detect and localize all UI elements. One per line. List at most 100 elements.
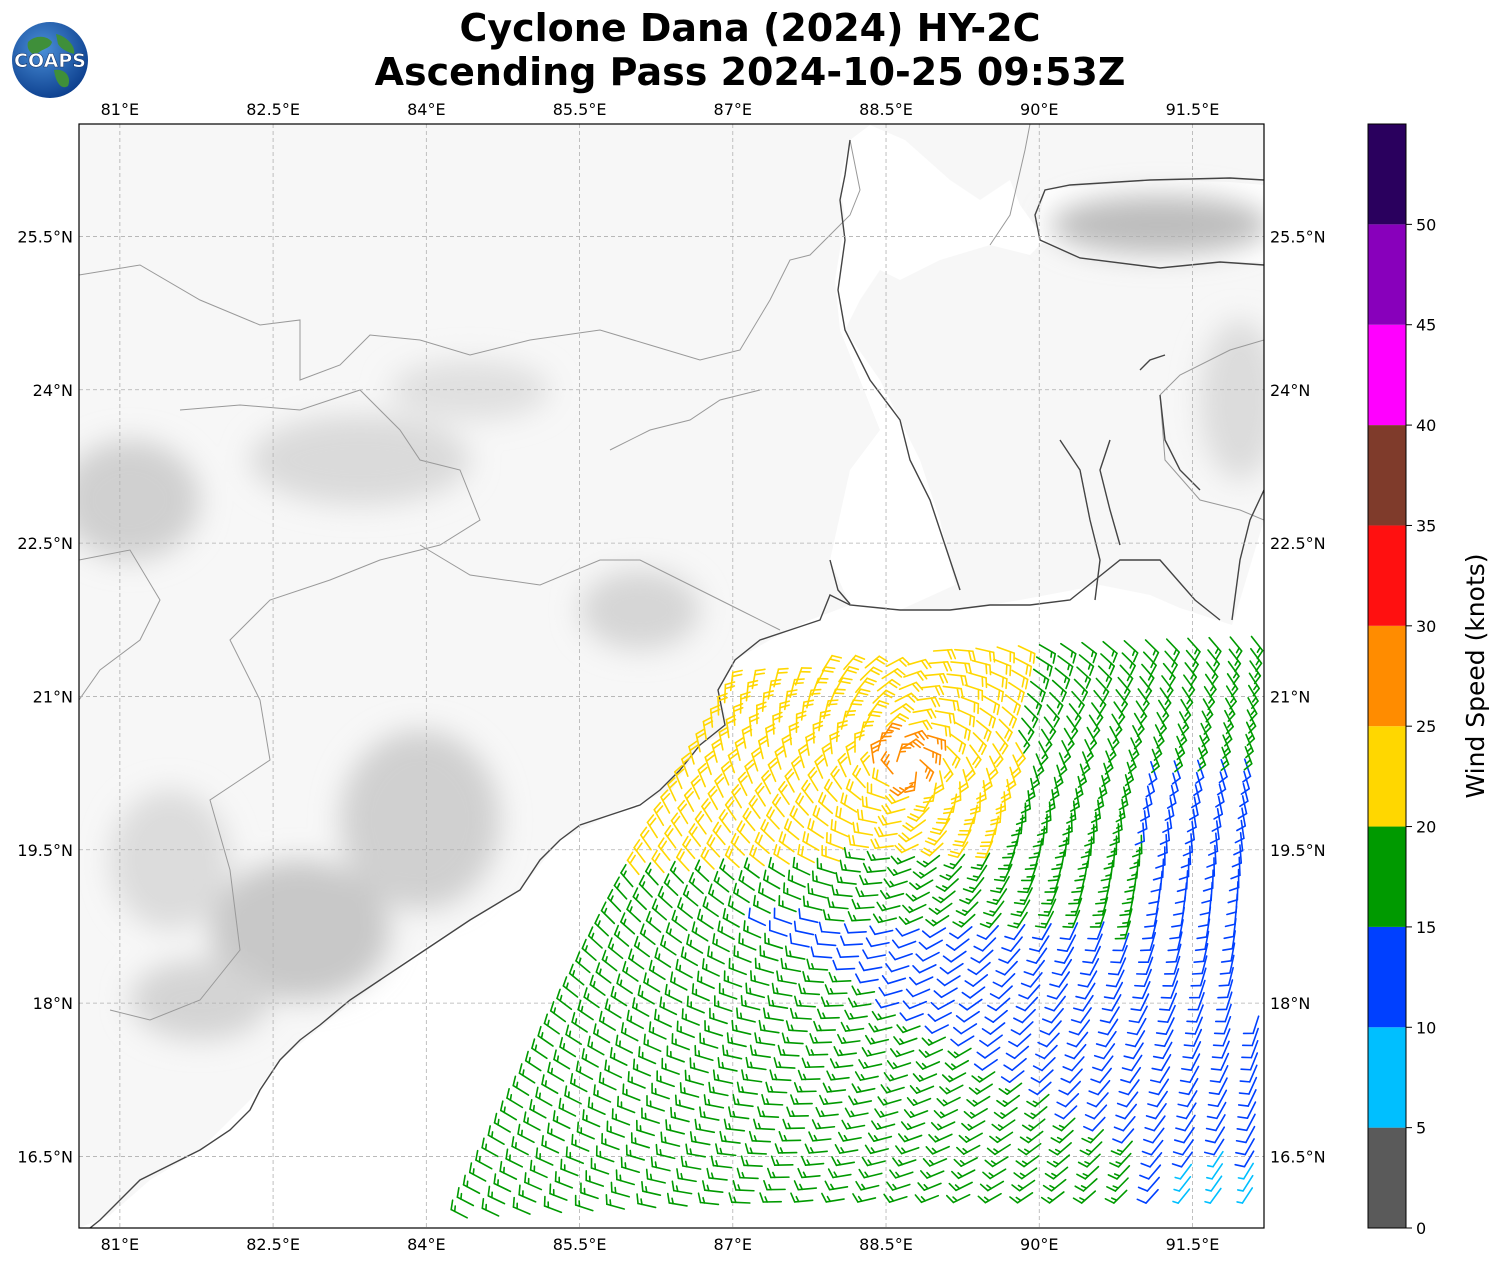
wind-barb xyxy=(1187,637,1201,661)
wind-barb xyxy=(1211,1040,1230,1059)
wind-barb xyxy=(626,1009,644,1030)
wind-barb xyxy=(1237,1162,1254,1180)
wind-barb xyxy=(953,1023,978,1035)
wind-barb xyxy=(973,1058,998,1071)
wind-barb xyxy=(670,1106,690,1123)
wind-barb xyxy=(778,780,790,806)
wind-barb xyxy=(1105,969,1125,988)
wind-barb xyxy=(958,1132,983,1143)
wind-barb xyxy=(601,949,618,972)
wind-barb xyxy=(681,752,692,777)
wind-barb xyxy=(880,750,894,775)
wind-barb xyxy=(797,1069,821,1081)
wind-barb xyxy=(1239,1064,1258,1083)
colorbar-segment xyxy=(1368,1027,1406,1128)
wind-barb xyxy=(643,1033,662,1052)
wind-barb xyxy=(719,858,735,881)
wind-barb xyxy=(499,1160,518,1180)
wind-barb xyxy=(708,1081,729,1097)
wind-barb xyxy=(789,678,805,698)
wind-barb xyxy=(1143,1127,1165,1144)
lon-tick-label-top: 81°E xyxy=(101,100,139,119)
wind-barb xyxy=(907,658,932,670)
lon-tick-label-bottom: 90°E xyxy=(1020,1235,1058,1254)
wind-barb xyxy=(1117,676,1131,701)
wind-barb xyxy=(984,1156,1009,1168)
wind-barb xyxy=(989,985,1013,1000)
colorbar-segment xyxy=(1368,826,1406,927)
wind-barb xyxy=(1035,753,1045,778)
wind-barb xyxy=(971,1071,996,1083)
wind-barb xyxy=(1175,1114,1196,1132)
wind-barb xyxy=(965,756,976,782)
wind-barb xyxy=(792,856,811,876)
wind-barb xyxy=(696,970,715,990)
wind-barb xyxy=(736,1007,756,1023)
wind-barb xyxy=(1048,1142,1072,1156)
wind-barb xyxy=(1139,931,1157,952)
wind-barb xyxy=(1172,1188,1191,1204)
wind-barb xyxy=(1230,856,1241,880)
wind-barb xyxy=(1153,736,1163,761)
wind-barb xyxy=(870,739,881,764)
wind-barb xyxy=(722,1044,743,1060)
wind-barb xyxy=(982,1168,1007,1180)
wind-barb xyxy=(1101,994,1122,1012)
wind-barb xyxy=(814,933,837,947)
wind-barb xyxy=(968,672,988,689)
wind-barb xyxy=(683,787,695,812)
wind-barb xyxy=(1193,942,1209,963)
wind-barb xyxy=(712,821,726,846)
wind-barb xyxy=(626,851,640,876)
wind-barb xyxy=(1180,845,1192,869)
wind-barb xyxy=(636,1193,657,1209)
wind-barb xyxy=(1076,1165,1100,1180)
wind-barb xyxy=(804,1143,828,1154)
wind-barb xyxy=(1026,1093,1050,1108)
wind-barb xyxy=(1202,869,1214,892)
wind-barb xyxy=(1159,687,1172,712)
wind-barb xyxy=(947,1047,972,1059)
wind-barb xyxy=(713,870,730,893)
wind-barb xyxy=(1020,972,1043,988)
wind-barb xyxy=(1035,1044,1058,1060)
wind-barb xyxy=(1247,697,1258,722)
wind-barb xyxy=(1162,662,1176,687)
colorbar-segment xyxy=(1368,726,1406,827)
wind-barb xyxy=(1159,992,1178,1011)
wind-barb xyxy=(1084,1104,1108,1120)
wind-barb xyxy=(1073,994,1094,1012)
wind-barb xyxy=(944,1059,970,1071)
wind-barb xyxy=(855,1180,880,1191)
wind-barb xyxy=(900,738,925,750)
wind-barb xyxy=(998,1082,1023,1095)
wind-barb xyxy=(543,1195,563,1214)
wind-barb xyxy=(770,1155,794,1167)
wind-barb xyxy=(836,947,860,959)
wind-barb xyxy=(789,1007,812,1020)
lon-tick-label-top: 85.5°E xyxy=(553,100,607,119)
wind-barb xyxy=(858,1168,883,1179)
wind-barb xyxy=(738,870,755,891)
wind-barb xyxy=(552,1110,571,1130)
wind-barb xyxy=(1008,681,1025,703)
wind-barb xyxy=(682,884,699,907)
wind-barb xyxy=(613,876,628,900)
wind-barb xyxy=(628,948,645,970)
wind-barb xyxy=(827,1168,852,1179)
wind-barb xyxy=(1141,1139,1164,1156)
wind-barb xyxy=(1038,643,1057,664)
wind-barb xyxy=(973,937,997,952)
wind-barb xyxy=(1181,686,1194,711)
wind-barb xyxy=(1112,1128,1135,1144)
wind-barb xyxy=(1041,1007,1064,1024)
wind-barb xyxy=(1041,886,1059,905)
wind-barb xyxy=(808,1131,832,1142)
wind-barb xyxy=(915,1061,941,1070)
wind-barb xyxy=(877,815,902,826)
wind-barb xyxy=(768,856,786,878)
wind-barb xyxy=(749,844,765,867)
wind-barb xyxy=(1093,1043,1116,1060)
wind-barb xyxy=(831,1156,856,1167)
wind-barb xyxy=(585,1170,605,1187)
